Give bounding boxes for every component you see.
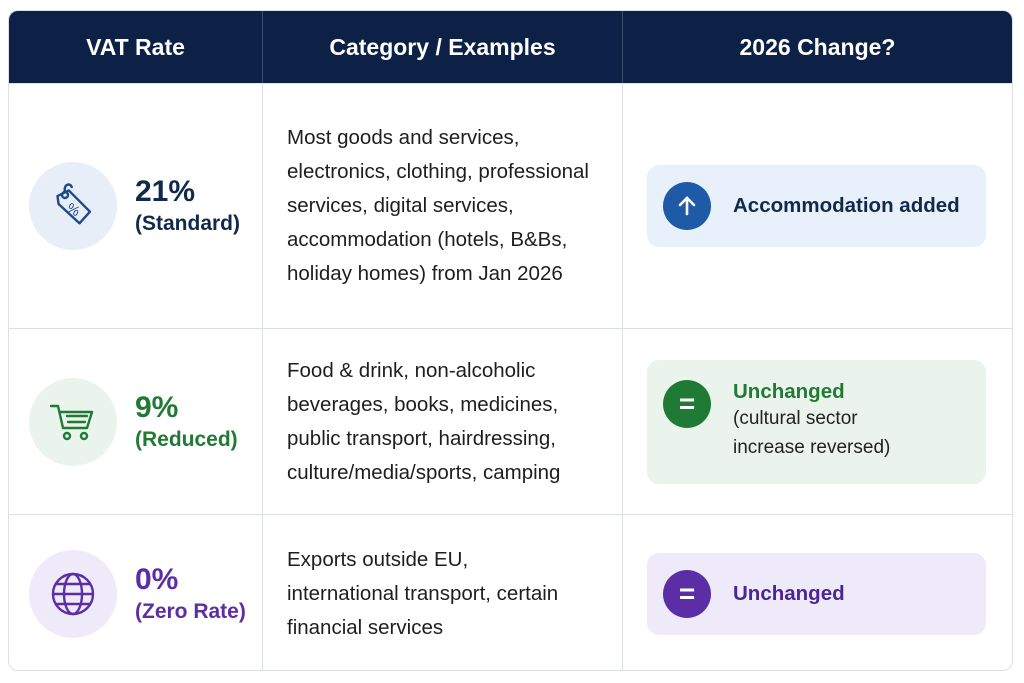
- rate-label: (Reduced): [135, 427, 238, 451]
- table-row-standard: % 21% (Standard) Most goods and services…: [9, 83, 1012, 328]
- change-badge: = Unchanged (cultural sector increase re…: [647, 359, 986, 484]
- table-row-reduced: 9% (Reduced) Food & drink, non-alcoholic…: [9, 328, 1012, 514]
- change-badge: = Unchanged: [647, 552, 986, 635]
- change-title: Accommodation added: [733, 194, 960, 217]
- vat-rate-table: VAT Rate Category / Examples 2026 Change…: [8, 10, 1013, 671]
- price-tag-percent-icon: %: [29, 162, 117, 250]
- shopping-cart-icon: [29, 377, 117, 466]
- rate-label: (Zero Rate): [135, 599, 246, 623]
- header-vat-rate: VAT Rate: [9, 11, 263, 83]
- category-examples: Most goods and services, electronics, cl…: [287, 126, 589, 285]
- equals-icon: =: [663, 379, 711, 428]
- rate-value: 9%: [135, 390, 179, 424]
- change-note: (cultural sector increase reversed): [733, 407, 891, 458]
- change-title: Unchanged: [733, 379, 845, 403]
- globe-icon: [29, 549, 117, 638]
- header-category: Category / Examples: [263, 11, 623, 83]
- rate-label: (Standard): [135, 212, 240, 235]
- change-title: Unchanged: [733, 581, 845, 605]
- table-row-zero: 0% (Zero Rate) Exports outside EU, inter…: [9, 514, 1012, 670]
- change-badge: Accommodation added: [647, 165, 986, 247]
- category-examples: Exports outside EU, international transp…: [287, 547, 559, 639]
- rate-value: 0%: [135, 562, 179, 596]
- arrow-up-icon: [663, 182, 711, 230]
- header-2026-change: 2026 Change?: [739, 33, 896, 60]
- category-examples: Food & drink, non-alcoholic beverages, b…: [287, 358, 561, 484]
- rate-value: 21%: [135, 175, 196, 208]
- table-header: VAT Rate Category / Examples 2026 Change…: [9, 11, 1012, 83]
- equals-icon: =: [663, 569, 711, 618]
